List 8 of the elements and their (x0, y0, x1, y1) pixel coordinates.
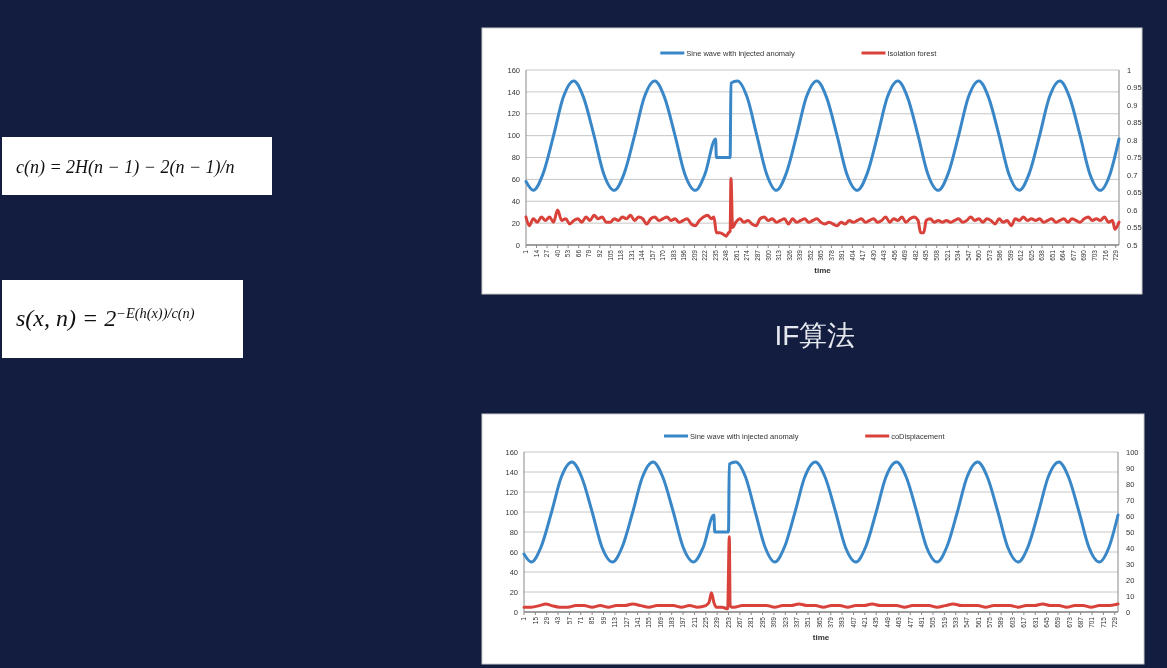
x-axis-title: time (812, 633, 830, 642)
text: s(x, n) = 2$^{−E(h(x))/c(n)}$ (16, 305, 195, 331)
line-series (524, 177, 1121, 238)
text: c(n) = 2H(n − 1) − 2(n − 1)/n (16, 157, 235, 178)
text: IF算法 (774, 320, 856, 351)
x-axis-title: time (814, 266, 832, 275)
line-series (522, 460, 1120, 564)
line-series (524, 79, 1121, 192)
